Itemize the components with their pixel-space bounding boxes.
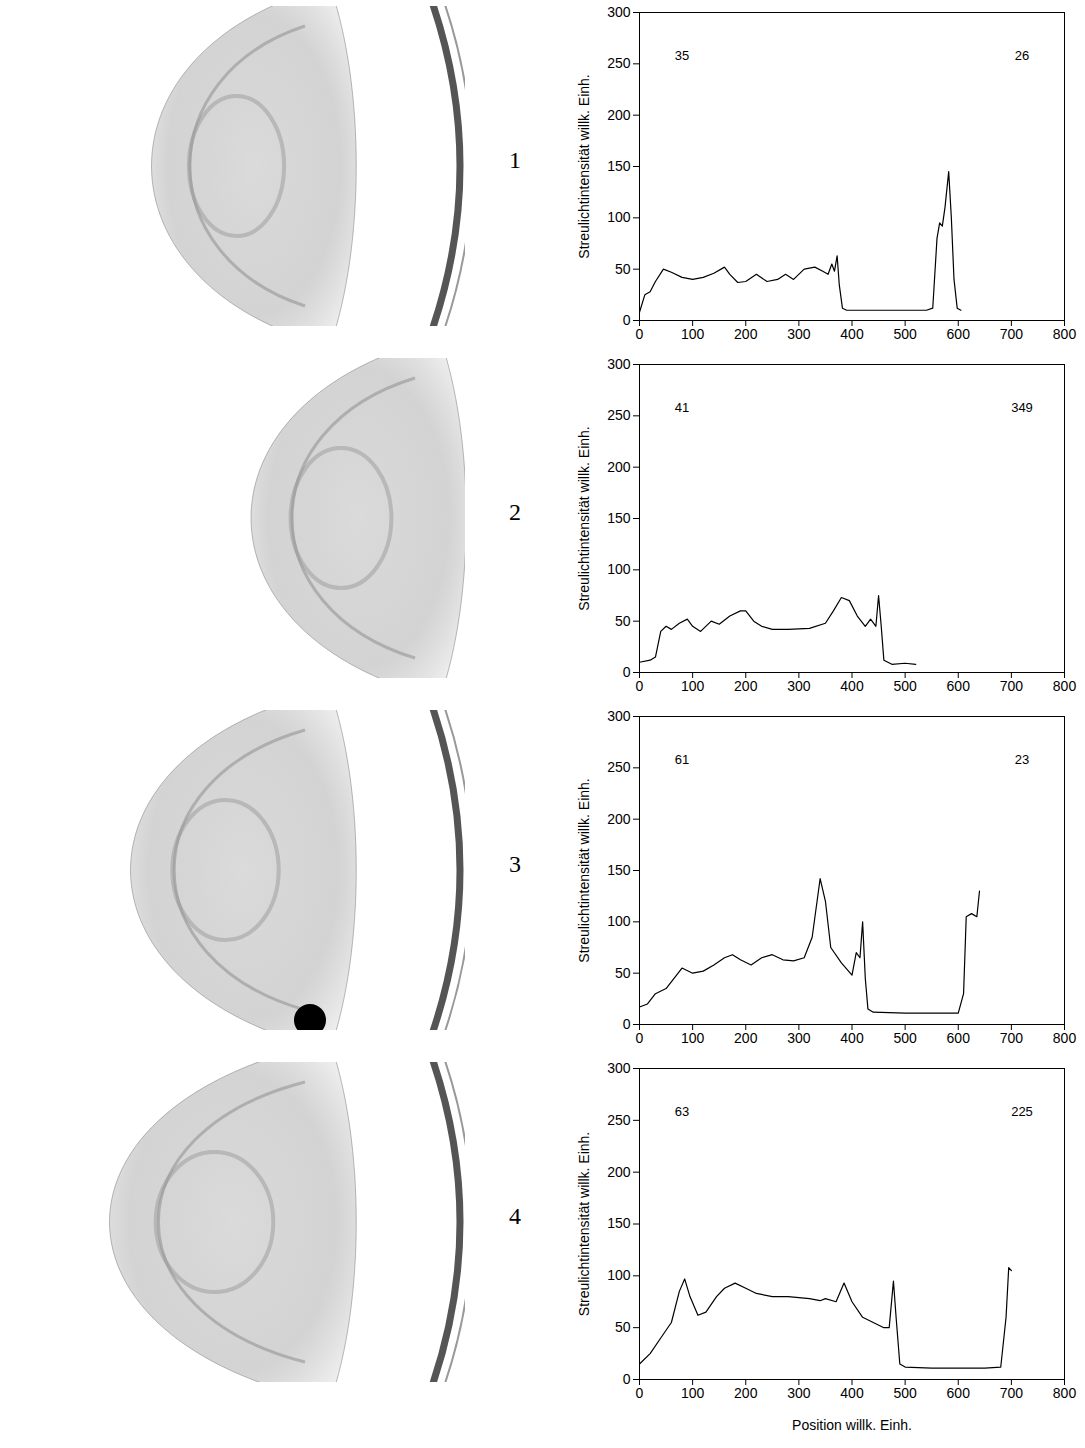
svg-text:0: 0 [623,664,631,680]
svg-text:100: 100 [607,209,631,225]
html-text:4: 4 [509,1202,521,1229]
svg-text:0: 0 [636,678,644,694]
svg-text:200: 200 [734,1385,758,1401]
svg-text:50: 50 [615,261,631,277]
svg-text:700: 700 [1000,1385,1024,1401]
svg-text:200: 200 [607,107,631,123]
svg-text:300: 300 [787,1385,811,1401]
svg-text:50: 50 [615,613,631,629]
svg-text:600: 600 [947,1030,971,1046]
svg-text:150: 150 [607,862,631,878]
svg-text:41: 41 [675,400,689,415]
svg-text:600: 600 [947,1385,971,1401]
svg-text:100: 100 [607,1267,631,1283]
svg-text:100: 100 [681,678,705,694]
html-text:3: 3 [509,850,521,877]
svg-text:23: 23 [1015,752,1029,767]
svg-text:61: 61 [675,752,689,767]
svg-text:35: 35 [675,48,689,63]
svg-text:349: 349 [1011,400,1033,415]
svg-text:200: 200 [607,459,631,475]
svg-text:0: 0 [636,326,644,342]
svg-text:200: 200 [734,1030,758,1046]
svg-text:100: 100 [681,1030,705,1046]
svg-text:600: 600 [947,678,971,694]
svg-text:400: 400 [840,1030,864,1046]
svg-text:250: 250 [607,759,631,775]
svg-text:50: 50 [615,1319,631,1335]
svg-text:Position willk. Einh.: Position willk. Einh. [792,1417,912,1433]
svg-text:200: 200 [607,1164,631,1180]
svg-text:700: 700 [1000,678,1024,694]
svg-text:100: 100 [607,913,631,929]
svg-text:800: 800 [1053,1385,1077,1401]
svg-text:0: 0 [623,1371,631,1387]
svg-text:200: 200 [734,326,758,342]
svg-text:200: 200 [734,678,758,694]
svg-text:Streulichtintensität willk. Ei: Streulichtintensität willk. Einh. [576,426,592,610]
svg-text:150: 150 [607,1215,631,1231]
svg-text:Streulichtintensität willk. Ei: Streulichtintensität willk. Einh. [576,1132,592,1316]
svg-text:250: 250 [607,407,631,423]
svg-text:300: 300 [787,1030,811,1046]
svg-text:700: 700 [1000,326,1024,342]
svg-text:26: 26 [1015,48,1029,63]
svg-text:225: 225 [1011,1104,1033,1119]
svg-text:100: 100 [681,326,705,342]
svg-text:100: 100 [681,1385,705,1401]
svg-text:Streulichtintensität willk. Ei: Streulichtintensität willk. Einh. [576,778,592,962]
svg-text:0: 0 [623,1016,631,1032]
svg-text:500: 500 [893,1030,917,1046]
svg-text:800: 800 [1053,1030,1077,1046]
svg-text:700: 700 [1000,1030,1024,1046]
svg-text:500: 500 [893,326,917,342]
svg-text:100: 100 [607,561,631,577]
svg-text:0: 0 [636,1385,644,1401]
svg-text:Streulichtintensität willk. Ei: Streulichtintensität willk. Einh. [576,74,592,258]
svg-text:150: 150 [607,158,631,174]
svg-text:200: 200 [607,811,631,827]
svg-text:800: 800 [1053,678,1077,694]
html-text:1: 1 [509,146,521,173]
svg-text:63: 63 [675,1104,689,1119]
svg-text:0: 0 [636,1030,644,1046]
svg-text:250: 250 [607,55,631,71]
svg-text:400: 400 [840,1385,864,1401]
html-text:2: 2 [509,498,521,525]
svg-text:800: 800 [1053,326,1077,342]
svg-text:400: 400 [840,678,864,694]
svg-text:500: 500 [893,678,917,694]
svg-text:600: 600 [947,326,971,342]
svg-text:300: 300 [607,1060,631,1076]
svg-text:50: 50 [615,965,631,981]
svg-text:300: 300 [607,4,631,20]
svg-text:300: 300 [607,708,631,724]
svg-text:500: 500 [893,1385,917,1401]
svg-text:0: 0 [623,312,631,328]
svg-text:400: 400 [840,326,864,342]
svg-text:300: 300 [787,326,811,342]
svg-text:150: 150 [607,510,631,526]
svg-text:250: 250 [607,1112,631,1128]
svg-text:300: 300 [607,356,631,372]
svg-text:300: 300 [787,678,811,694]
